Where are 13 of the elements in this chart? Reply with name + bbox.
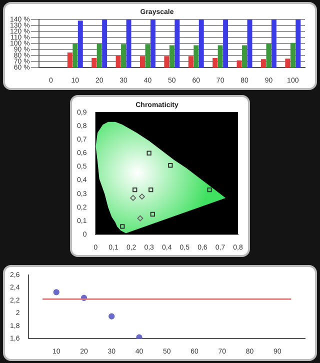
point <box>148 187 154 192</box>
point <box>132 187 138 192</box>
point <box>108 313 115 320</box>
point <box>53 289 60 296</box>
point <box>136 334 142 339</box>
point <box>150 212 155 217</box>
point <box>120 224 125 229</box>
point <box>207 187 212 192</box>
point <box>130 194 136 201</box>
point <box>146 150 152 156</box>
point <box>168 163 173 168</box>
point <box>138 194 145 200</box>
point <box>137 215 144 222</box>
